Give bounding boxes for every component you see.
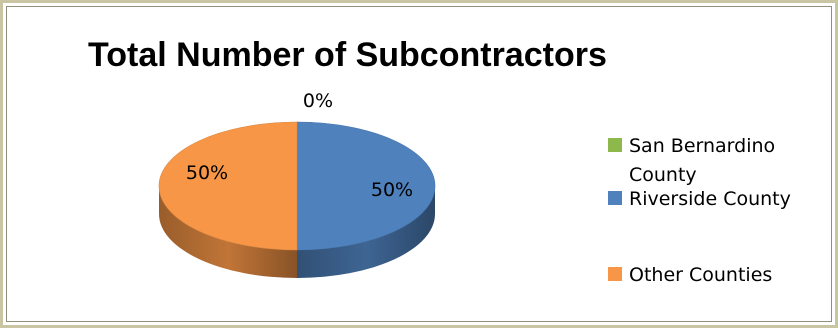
data-label: 0% xyxy=(303,90,333,112)
pie-slice-side xyxy=(159,186,297,278)
legend-swatch xyxy=(608,138,622,152)
legend-label: County xyxy=(629,164,697,186)
legend-label: Riverside County xyxy=(629,188,791,210)
legend-swatch xyxy=(608,191,622,205)
pie-slice-side xyxy=(297,186,435,278)
pie-slice xyxy=(296,121,436,251)
data-label: 50% xyxy=(371,179,413,201)
legend-label: San Bernardino xyxy=(629,135,775,157)
pie-slice xyxy=(158,121,298,251)
legend-swatch xyxy=(608,267,622,281)
chart-title: Total Number of Subcontractors xyxy=(88,36,607,74)
data-labels: 0% 50% 50% xyxy=(186,90,413,201)
pie xyxy=(158,121,436,278)
data-label: 50% xyxy=(186,162,228,184)
legend-label: Other Counties xyxy=(629,264,772,286)
